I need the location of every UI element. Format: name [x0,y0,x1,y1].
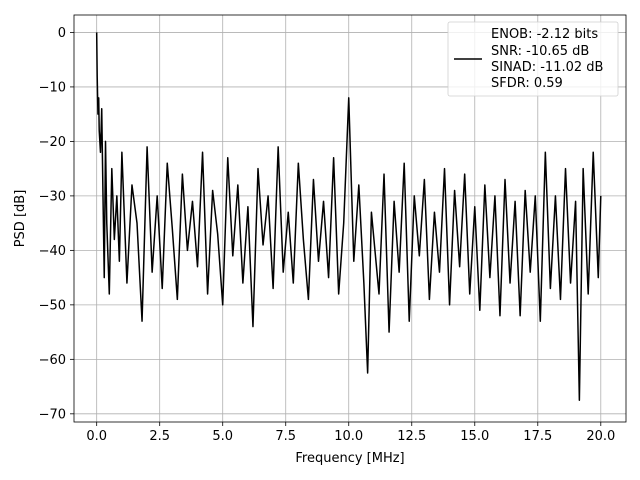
legend-entry-sfdr: SFDR: 0.59 [491,76,563,91]
x-axis-label: Frequency [MHz] [295,451,404,466]
x-tick-label: 7.5 [275,429,296,444]
legend-entry-enob: ENOB: -2.12 bits [491,27,598,42]
axis-ticks: 0.0 2.5 5.0 7.5 10.0 12.5 15.0 17.5 20.0 0 −10 −20 −… [39,26,616,444]
legend-entry-snr: SNR: -10.65 dB [491,44,589,59]
legend: ENOB: -2.12 bits SNR: -10.65 dB SINAD: -… [447,21,619,97]
x-tick-label: 15.0 [460,429,489,444]
y-tick-label: 0 [58,26,66,41]
y-tick-label: −50 [39,298,66,313]
y-tick-label: −10 [39,80,66,95]
y-tick-label: −30 [39,189,66,204]
x-tick-label: 17.5 [523,429,552,444]
x-tick-label: 12.5 [397,429,426,444]
y-tick-label: −20 [39,135,66,150]
legend-entry-sinad: SINAD: -11.02 dB [491,60,603,75]
axes-frame [73,14,627,423]
x-tick-label: 20.0 [586,429,615,444]
y-tick-label: −40 [39,244,66,259]
x-tick-label: 0.0 [86,429,107,444]
series-layer [95,32,602,401]
y-tick-label: −60 [39,353,66,368]
x-tick-label: 5.0 [212,429,233,444]
x-tick-label: 2.5 [149,429,170,444]
legend-box [447,21,619,97]
y-tick-label: −70 [39,407,66,422]
y-axis-label: PSD [dB] [13,190,28,248]
x-tick-label: 10.0 [334,429,363,444]
